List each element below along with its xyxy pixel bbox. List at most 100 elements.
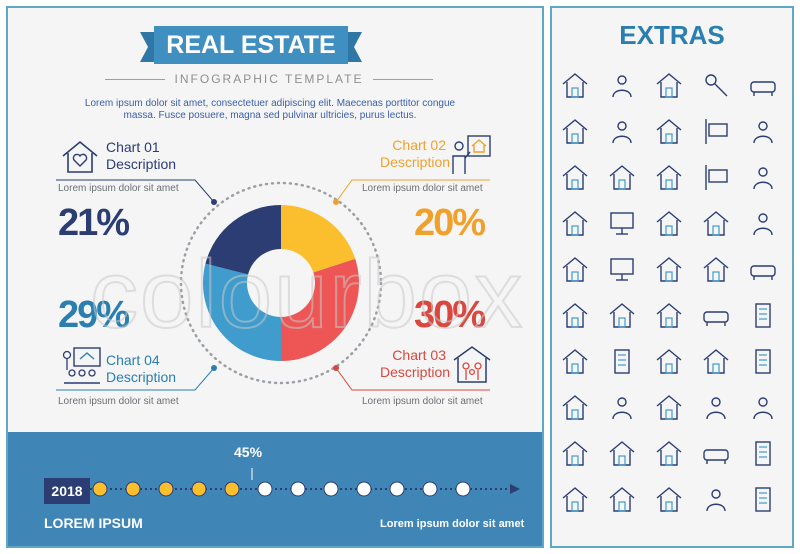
timeline-dot xyxy=(455,481,471,497)
house-heart-icon xyxy=(62,140,98,173)
connector-lines xyxy=(56,179,490,391)
bathtub-icon xyxy=(703,449,729,464)
timeline-year: 2018 xyxy=(44,478,90,504)
cart-house-icon xyxy=(609,441,635,466)
hierarchy-icon xyxy=(612,121,632,144)
phone-house-icon xyxy=(656,73,682,98)
chart-04-title: Chart 04 xyxy=(106,352,160,368)
chart-03-label: Chart 03 Description xyxy=(380,347,451,381)
house-agent-icon xyxy=(609,165,635,190)
house-icon xyxy=(562,119,588,144)
timeline-dot xyxy=(158,481,174,497)
timeline-dot xyxy=(323,481,339,497)
intro-line: massa. Fusce posuere, magna sed pulvinar… xyxy=(123,110,417,121)
timeline-dot xyxy=(191,481,207,497)
timeline-track xyxy=(90,468,520,497)
house-icon xyxy=(562,73,588,98)
chart-03-title: Chart 03 xyxy=(392,347,446,363)
timeline-title: LOREM IPSUM xyxy=(44,515,143,531)
easel-house-icon xyxy=(656,257,682,282)
house-dollar-icon xyxy=(562,349,588,374)
new-house-icon xyxy=(656,303,682,328)
house-key-icon xyxy=(703,257,729,282)
presentation-icon xyxy=(610,258,634,281)
house-people-icon xyxy=(656,395,682,420)
donut-segment xyxy=(203,263,281,361)
team-house-icon xyxy=(703,211,729,236)
family-house-icon xyxy=(703,349,729,374)
chart-02-description: Description xyxy=(380,154,451,170)
seesaw-money-icon xyxy=(753,213,773,236)
chart-04-percent: 29% xyxy=(58,294,130,336)
piggy-bank-house-icon xyxy=(562,257,588,282)
sale-house-icon xyxy=(656,349,682,374)
intro-line: Lorem ipsum dolor sit amet, consectetuer… xyxy=(84,98,456,109)
presentation-audience-icon xyxy=(62,347,101,384)
title-ribbon xyxy=(140,26,362,64)
door-icon xyxy=(753,397,773,420)
timeline-progress-label: 45% xyxy=(234,444,263,460)
umbrella-house-icon xyxy=(562,487,588,512)
search-house-icon xyxy=(609,487,635,512)
monitor-house-icon xyxy=(656,165,682,190)
donut-segment xyxy=(205,205,281,275)
chart-02-title: Chart 02 xyxy=(392,137,446,153)
house-thumbs-up-icon xyxy=(562,165,588,190)
building-icon xyxy=(755,303,771,328)
donut-segment xyxy=(281,205,356,273)
extras-title: EXTRAS xyxy=(619,20,725,50)
timeline-dot xyxy=(356,481,372,497)
house-cycle-icon xyxy=(609,303,635,328)
chart-01-title: Chart 01 xyxy=(106,139,160,155)
timeline-dot xyxy=(422,481,438,497)
donut-dotted-ring xyxy=(179,181,383,385)
family-house-icon xyxy=(453,346,491,383)
key-icon xyxy=(705,74,728,97)
car-icon xyxy=(703,311,729,326)
house-icon xyxy=(562,441,588,466)
chart-03-description: Description xyxy=(380,364,451,380)
chart-01-lorem: Lorem ipsum dolor sit amet xyxy=(58,183,179,194)
bed-icon xyxy=(750,265,776,280)
donut-chart xyxy=(179,181,383,385)
chart-04-lorem: Lorem ipsum dolor sit amet xyxy=(58,396,179,407)
house-heart-icon xyxy=(562,211,588,236)
handshake-house-icon xyxy=(562,303,588,328)
timeline-dot xyxy=(92,481,108,497)
shower-icon xyxy=(753,121,773,144)
chart-02-lorem: Lorem ipsum dolor sit amet xyxy=(362,183,483,194)
timeline-dot xyxy=(125,481,141,497)
timeline-dot xyxy=(290,481,306,497)
timeline-caption: Lorem ipsum dolor sit amet xyxy=(380,518,525,530)
chart-03-lorem: Lorem ipsum dolor sit amet xyxy=(362,396,483,407)
store-icon xyxy=(706,397,726,420)
sofa-icon xyxy=(750,81,776,96)
for-rent-sign-icon xyxy=(705,165,728,190)
timeline-dot xyxy=(224,481,240,497)
chart-01-label: Chart 01 Description xyxy=(106,139,176,173)
timeline-dot xyxy=(389,481,405,497)
agent-presenting-house-icon xyxy=(452,135,491,174)
donut-segment xyxy=(281,258,359,361)
chart-01-percent: 21% xyxy=(58,202,130,244)
agent-board-icon xyxy=(610,212,634,235)
page-subtitle: INFOGRAPHIC TEMPLATE xyxy=(0,72,538,86)
chart-04-description: Description xyxy=(106,369,177,385)
building-growth-icon xyxy=(755,349,771,374)
office-building-icon xyxy=(755,441,771,466)
floor-plan-icon xyxy=(753,167,773,190)
chart-04-label: Chart 04 Description xyxy=(106,352,176,386)
for-sale-sign-icon xyxy=(705,119,728,144)
laptop-house-icon xyxy=(656,211,682,236)
chart-01-description: Description xyxy=(106,156,177,172)
mobile-house-icon xyxy=(656,119,682,144)
team-icon xyxy=(612,75,632,98)
chart-03-percent: 30% xyxy=(414,294,486,336)
house-dollar-down-icon xyxy=(562,395,588,420)
pool-icon xyxy=(706,489,726,512)
chart-02-percent: 20% xyxy=(414,202,486,244)
chart-02-label: Chart 02 Description xyxy=(380,137,451,171)
intro-text: Lorem ipsum dolor sit amet, consectetuer… xyxy=(70,98,470,122)
page-title: REAL ESTATE xyxy=(166,31,336,59)
